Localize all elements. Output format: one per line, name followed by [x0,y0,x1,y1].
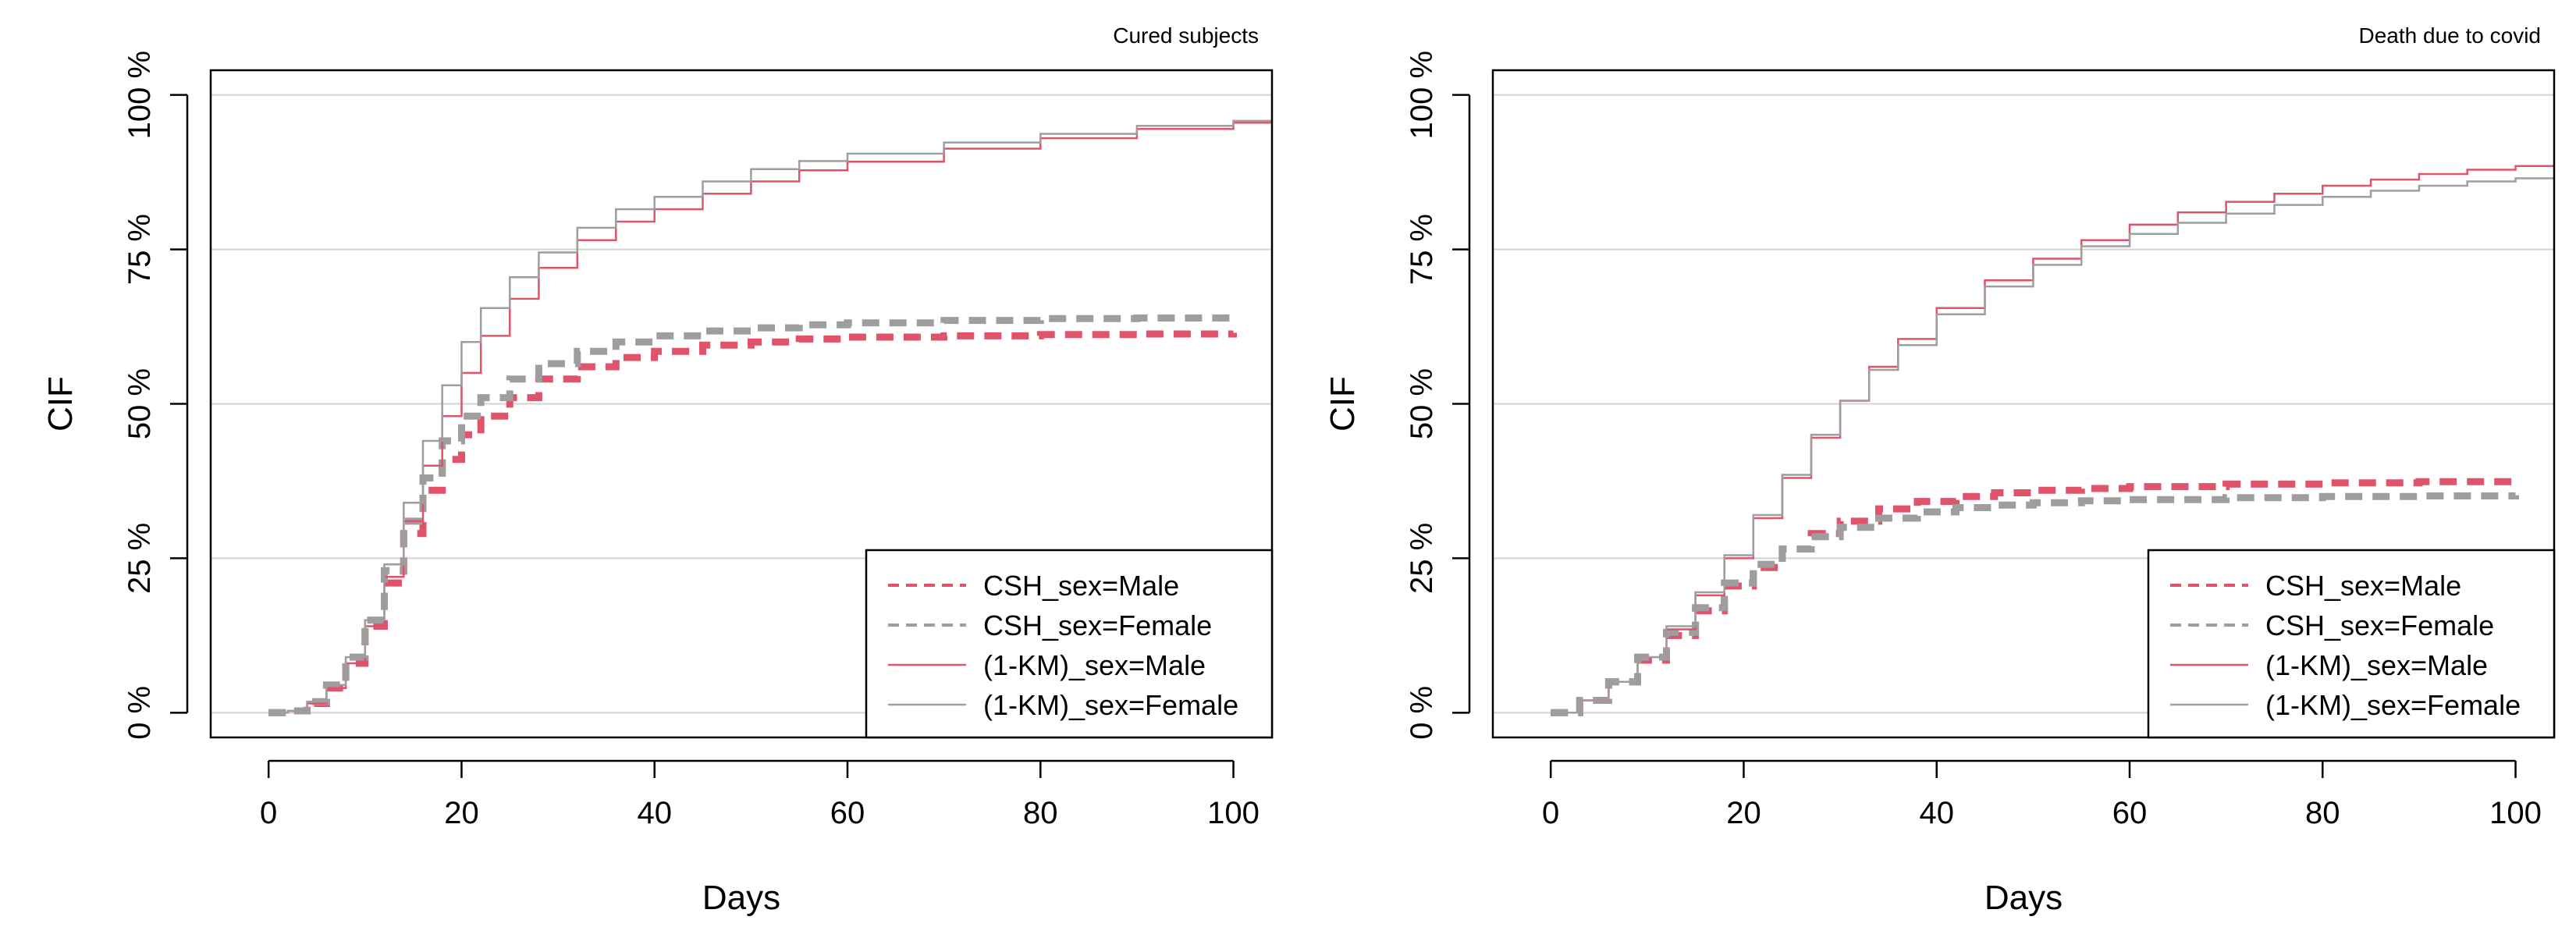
x-tick-label: 40 [637,796,672,830]
x-tick-label: 20 [444,796,479,830]
y-tick-label: 0 % [1405,686,1439,740]
legend-entry: (1-KM)_sex=Female [888,689,1238,721]
legend-entry: CSH_sex=Male [888,570,1179,602]
y-tick-label: 50 % [1405,368,1439,439]
legend: CSH_sex=Male CSH_sex=Female (1-KM)_sex=Mal… [865,549,1274,739]
series-group [1551,164,2554,716]
plot-frame [209,69,1274,739]
y-tick-label: 25 % [1405,523,1439,594]
x-tick-label: 80 [1023,796,1058,830]
legend-label: (1-KM)_sex=Female [983,689,1238,721]
y-tick-label: 100 % [123,51,157,139]
legend-label: CSH_sex=Male [2265,570,2461,602]
x-axis-label: Days [1984,879,2063,917]
legend-box [2147,549,2556,739]
x-axis-label: Days [702,879,780,917]
x-tick-label: 40 [1919,796,1954,830]
y-tick-label: 75 % [1405,214,1439,285]
chart-title: Cured subjects [1113,23,1259,48]
series-1-km-sex-female-line [1551,176,2554,714]
legend-entry: (1-KM)_sex=Female [2170,689,2521,721]
legend-entry: CSH_sex=Male [2170,570,2461,602]
panel-death-due-to-covid: 0 20 40 60 80 100 0 % 25 % 50 % 75 % 100 % Days CIF D… [1324,23,2556,917]
series-1-km-sex-male-line [1551,164,2554,714]
y-tick-label: 25 % [123,523,157,594]
legend-entry: (1-KM)_sex=Male [888,649,1206,681]
y-tick-label: 100 % [1405,51,1439,139]
legend-entry: (1-KM)_sex=Male [2170,649,2488,681]
x-tick-label: 100 [2489,796,2542,830]
legend-label: (1-KM)_sex=Male [983,649,1206,681]
legend-entry: CSH_sex=Female [2170,609,2494,641]
x-tick-label: 60 [830,796,865,830]
legend: CSH_sex=Male CSH_sex=Female (1-KM)_sex=Mal… [2147,549,2556,739]
series-1-km-sex-female-line [268,118,1272,714]
y-tick-label: 0 % [123,686,157,740]
legend-label: CSH_sex=Female [2265,609,2494,641]
y-tick-label: 50 % [123,368,157,439]
y-tick-label: 75 % [123,214,157,285]
x-tick-label: 80 [2305,796,2340,830]
x-tick-label: 60 [2112,796,2148,830]
y-axis-label: CIF [1324,376,1362,432]
legend-label: CSH_sex=Female [983,609,1212,641]
x-tick-label: 0 [1542,796,1559,830]
x-tick-label: 100 [1207,796,1260,830]
series-group [268,118,1272,716]
chart-title: Death due to covid [2359,23,2542,48]
legend-entry: CSH_sex=Female [888,609,1212,641]
y-axis-label: CIF [41,376,80,432]
legend-label: (1-KM)_sex=Female [2265,689,2521,721]
panel-cured-subjects: 0 20 40 60 80 100 0 % 25 % 50 % 75 % 100 % Days CIF C… [41,23,1274,917]
legend-label: (1-KM)_sex=Male [2265,649,2488,681]
x-tick-label: 20 [1726,796,1761,830]
plot-frame [1491,69,2556,739]
series-csh-sex-female-line [268,314,1237,716]
x-tick-label: 0 [260,796,277,830]
legend-box [865,549,1274,739]
legend-label: CSH_sex=Male [983,570,1179,602]
